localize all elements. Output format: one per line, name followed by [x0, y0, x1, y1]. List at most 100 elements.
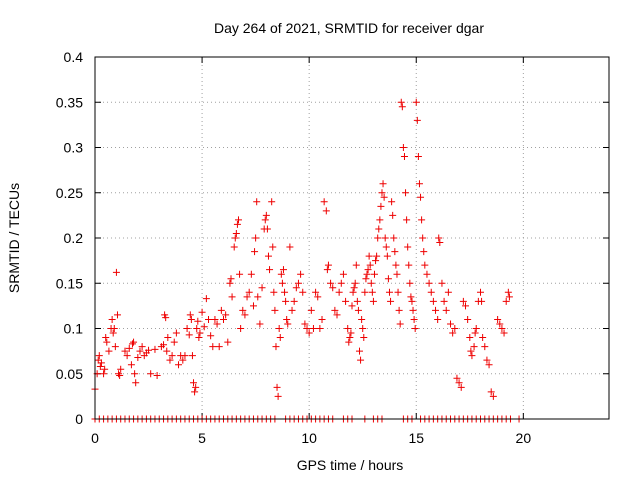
data-point — [269, 243, 277, 251]
data-point — [117, 365, 125, 373]
data-point — [466, 334, 474, 342]
data-point — [179, 356, 187, 364]
data-point — [470, 343, 478, 351]
data-point — [403, 216, 411, 224]
data-point — [429, 297, 437, 305]
data-point — [481, 343, 489, 351]
data-point — [457, 383, 465, 391]
data-point — [320, 198, 328, 206]
data-point — [363, 270, 371, 278]
data-point — [384, 275, 392, 283]
data-point — [110, 325, 118, 332]
data-point — [294, 279, 302, 287]
data-point — [232, 229, 240, 237]
data-point — [297, 270, 305, 278]
data-point — [111, 343, 119, 351]
data-point — [378, 189, 386, 197]
data-point — [324, 261, 332, 269]
data-point — [270, 288, 278, 296]
data-point — [283, 315, 291, 323]
data-point — [103, 338, 111, 346]
data-point — [309, 325, 317, 332]
data-point — [496, 320, 504, 328]
data-point — [494, 315, 502, 323]
data-point — [373, 252, 381, 260]
data-point — [351, 279, 359, 287]
data-point — [413, 116, 421, 124]
data-point — [264, 252, 272, 260]
data-point — [425, 279, 433, 287]
data-point — [130, 338, 138, 346]
data-point — [166, 356, 174, 364]
data-point — [305, 329, 313, 337]
data-point — [284, 320, 292, 328]
data-point — [288, 306, 296, 314]
data-point — [354, 306, 362, 314]
data-point — [162, 314, 170, 322]
data-point — [112, 268, 120, 276]
data-point — [185, 331, 193, 339]
data-point — [187, 315, 195, 323]
data-point — [404, 243, 412, 251]
data-point — [97, 359, 105, 367]
data-point — [355, 347, 363, 355]
data-point — [243, 293, 251, 301]
data-point — [299, 288, 307, 296]
data-point — [438, 279, 446, 287]
data-point — [237, 325, 245, 332]
data-point — [462, 302, 470, 310]
data-point — [361, 288, 369, 296]
data-point — [131, 370, 139, 378]
data-point — [105, 347, 113, 355]
data-point — [213, 320, 221, 328]
y-tick-label: 0.1 — [64, 321, 84, 337]
data-point — [254, 293, 262, 301]
data-point — [307, 306, 315, 314]
data-point — [500, 329, 508, 337]
data-point — [193, 325, 201, 332]
data-point — [101, 365, 109, 373]
data-point — [209, 343, 217, 351]
data-point — [409, 306, 417, 314]
data-point — [408, 297, 416, 305]
data-point — [396, 320, 404, 328]
data-point — [339, 270, 347, 278]
data-point — [444, 288, 452, 296]
data-point — [362, 275, 370, 283]
data-point — [421, 261, 429, 269]
data-point — [271, 306, 279, 314]
data-point — [399, 144, 407, 151]
data-point — [383, 252, 391, 260]
data-point — [262, 211, 270, 219]
data-point — [196, 329, 204, 337]
data-point — [385, 288, 393, 296]
data-point — [261, 216, 269, 224]
data-point — [342, 297, 350, 305]
data-point — [195, 334, 203, 342]
data-point — [164, 334, 172, 342]
data-point — [402, 189, 410, 197]
data-point — [483, 356, 491, 364]
data-point — [505, 293, 513, 301]
data-point — [390, 234, 398, 242]
data-point — [412, 98, 420, 106]
data-point — [220, 315, 227, 323]
data-point — [200, 323, 208, 331]
data-point — [375, 225, 383, 233]
y-tick-label: 0.3 — [64, 140, 84, 156]
data-point — [100, 370, 108, 378]
data-point — [96, 363, 104, 371]
x-tick-label: 10 — [301, 430, 317, 446]
y-tick-label: 0 — [75, 411, 83, 427]
data-point — [359, 325, 367, 332]
data-point — [398, 103, 406, 111]
data-point — [372, 257, 380, 265]
data-point — [381, 234, 389, 242]
data-point — [388, 198, 396, 206]
data-point — [370, 270, 378, 278]
data-point — [314, 293, 322, 301]
data-point — [345, 338, 353, 346]
x-tick-label: 0 — [91, 430, 99, 446]
data-point — [377, 202, 385, 210]
data-point — [427, 288, 435, 296]
